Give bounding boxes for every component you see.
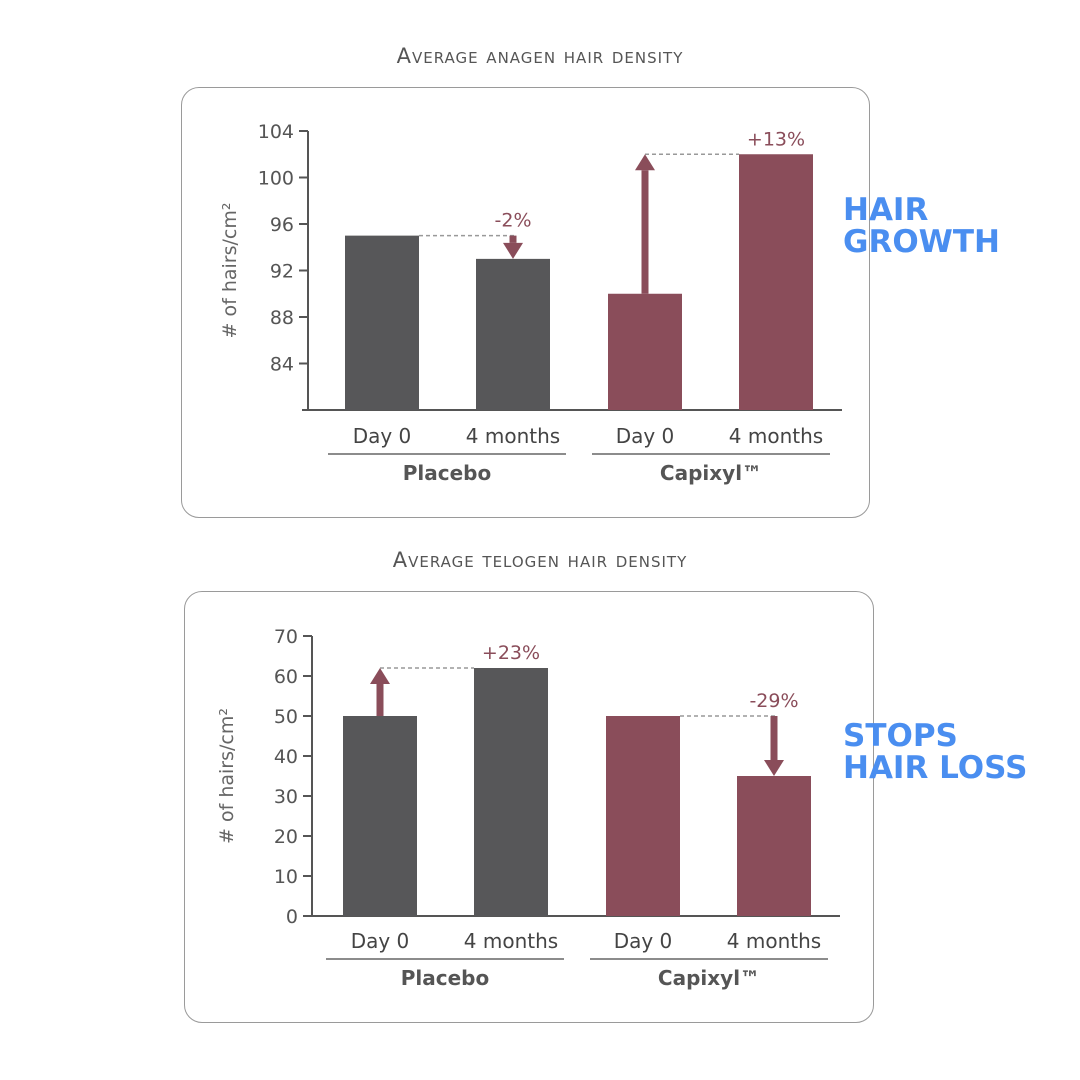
- telogen-y-tick-label-60: 60: [274, 666, 298, 688]
- telogen-y-tick-label-50: 50: [274, 706, 298, 728]
- callout-hair-growth-line2: GROWTH: [843, 224, 1000, 260]
- telogen-group-label-0: Placebo: [401, 966, 490, 990]
- anagen-group-label-1: Capixyl™: [660, 461, 762, 485]
- anagen-y-tick-label-88: 88: [270, 307, 294, 329]
- anagen-category-label-2: Day 0: [616, 424, 675, 448]
- anagen-annotation-label-1: +13%: [747, 128, 805, 150]
- telogen-annotation-arrow-head-1: [764, 760, 784, 776]
- anagen-annotation-arrow-head-0: [503, 242, 523, 259]
- callout-stops-hair-loss-line2: HAIR LOSS: [843, 750, 1028, 786]
- telogen-y-axis-label: # of hairs/cm²: [216, 708, 238, 844]
- chart-title-anagen: Average anagen hair density: [396, 44, 684, 68]
- anagen-annotation-arrow-head-1: [635, 154, 655, 171]
- telogen-group-label-1: Capixyl™: [658, 966, 760, 990]
- callout-hair-growth: HAIR GROWTH: [843, 194, 1000, 258]
- anagen-group-label-0: Placebo: [403, 461, 492, 485]
- chart-title-telogen: Average telogen hair density: [392, 548, 688, 572]
- anagen-category-label-0: Day 0: [353, 424, 412, 448]
- telogen-bar-0: [343, 716, 417, 916]
- telogen-y-tick-label-70: 70: [274, 626, 298, 648]
- telogen-y-tick-label-0: 0: [286, 906, 298, 928]
- anagen-bar-0: [345, 235, 419, 410]
- telogen-annotation-label-0: +23%: [482, 642, 540, 664]
- telogen-category-label-1: 4 months: [464, 929, 558, 953]
- anagen-y-tick-label-104: 104: [258, 121, 294, 143]
- anagen-annotation-label-0: -2%: [495, 210, 532, 232]
- anagen-y-tick-label-84: 84: [270, 354, 294, 376]
- anagen-y-tick-label-96: 96: [270, 214, 294, 236]
- telogen-bar-1: [474, 668, 548, 916]
- anagen-bar-1: [476, 258, 550, 410]
- telogen-annotation-label-1: -29%: [749, 690, 798, 712]
- telogen-bar-3: [737, 776, 811, 916]
- telogen-y-tick-label-20: 20: [274, 826, 298, 848]
- anagen-y-tick-label-100: 100: [258, 168, 294, 190]
- anagen-bar-3: [739, 154, 813, 410]
- telogen-annotation-arrow-head-0: [370, 668, 390, 684]
- telogen-category-label-2: Day 0: [614, 929, 673, 953]
- callout-stops-hair-loss: STOPS HAIR LOSS: [843, 720, 1027, 784]
- callout-hair-growth-line1: HAIR: [843, 192, 929, 228]
- telogen-y-tick-label-10: 10: [274, 866, 298, 888]
- anagen-bar-2: [608, 293, 682, 410]
- telogen-y-tick-label-40: 40: [274, 746, 298, 768]
- anagen-category-label-3: 4 months: [729, 424, 823, 448]
- telogen-bar-2: [606, 716, 680, 916]
- telogen-category-label-0: Day 0: [351, 929, 410, 953]
- anagen-y-axis-label: # of hairs/cm²: [219, 203, 241, 339]
- anagen-category-label-1: 4 months: [466, 424, 560, 448]
- telogen-category-label-3: 4 months: [727, 929, 821, 953]
- anagen-y-tick-label-92: 92: [270, 261, 294, 283]
- callout-stops-hair-loss-line1: STOPS: [843, 718, 958, 754]
- telogen-y-tick-label-30: 30: [274, 786, 298, 808]
